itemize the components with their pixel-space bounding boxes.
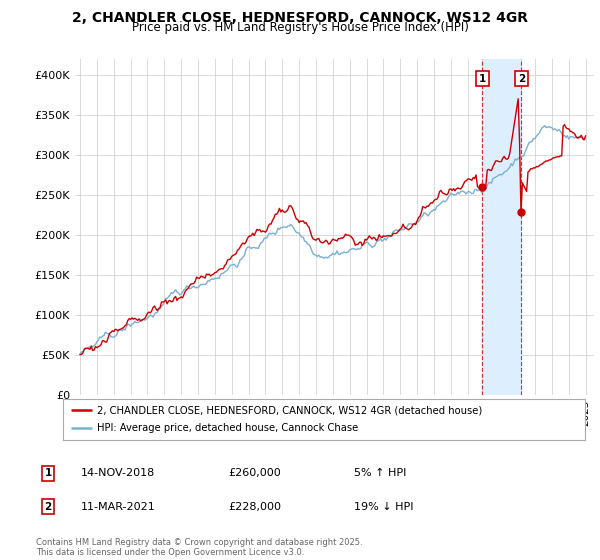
Text: Contains HM Land Registry data © Crown copyright and database right 2025.
This d: Contains HM Land Registry data © Crown c… [36,538,362,557]
Text: £260,000: £260,000 [228,468,281,478]
Text: 1: 1 [44,468,52,478]
Text: 2: 2 [44,502,52,512]
Text: 19% ↓ HPI: 19% ↓ HPI [354,502,413,512]
Text: 5% ↑ HPI: 5% ↑ HPI [354,468,406,478]
Text: 2, CHANDLER CLOSE, HEDNESFORD, CANNOCK, WS12 4GR (detached house): 2, CHANDLER CLOSE, HEDNESFORD, CANNOCK, … [97,405,482,415]
Text: 14-NOV-2018: 14-NOV-2018 [81,468,155,478]
Text: £228,000: £228,000 [228,502,281,512]
Text: 11-MAR-2021: 11-MAR-2021 [81,502,156,512]
Text: Price paid vs. HM Land Registry's House Price Index (HPI): Price paid vs. HM Land Registry's House … [131,21,469,35]
Text: HPI: Average price, detached house, Cannock Chase: HPI: Average price, detached house, Cann… [97,423,358,433]
Text: 2: 2 [518,74,525,84]
Bar [482,59,521,395]
Text: 1: 1 [479,74,486,84]
Text: 2, CHANDLER CLOSE, HEDNESFORD, CANNOCK, WS12 4GR: 2, CHANDLER CLOSE, HEDNESFORD, CANNOCK, … [72,11,528,25]
